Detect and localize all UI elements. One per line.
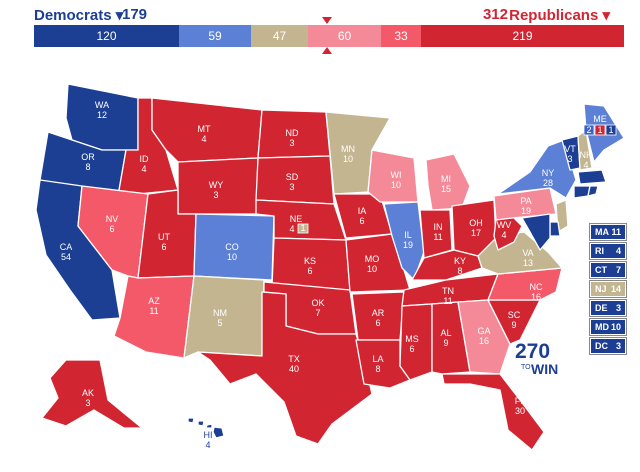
state-wi[interactable] (367, 149, 419, 203)
state-co[interactable] (193, 213, 275, 281)
me-district-d-box[interactable] (583, 124, 595, 136)
state-ri[interactable] (587, 185, 599, 197)
democrats-dropdown[interactable]: Democrats ▾ (34, 7, 124, 24)
state-mo[interactable] (345, 233, 411, 293)
box-md[interactable]: MD 10 (589, 318, 627, 336)
box-ma[interactable]: MA 11 (589, 223, 627, 241)
republicans-total: 312 (482, 6, 508, 23)
bar-segment-safe-r[interactable]: 219 (421, 25, 624, 47)
box-nj[interactable]: NJ 14 (589, 280, 627, 298)
label-hi: HI 4 (204, 430, 213, 450)
header: Democrats ▾ 179 312 Republicans ▾ 120 59… (0, 0, 640, 54)
state-sd[interactable] (255, 155, 335, 205)
state-nm[interactable] (183, 275, 265, 359)
state-ak[interactable] (41, 359, 143, 429)
state-ms[interactable] (399, 303, 433, 381)
bar-segment-lean-r[interactable]: 60 (308, 25, 381, 47)
box-ct[interactable]: CT 7 (589, 261, 627, 279)
bar-segment-lean-d[interactable]: 59 (179, 25, 251, 47)
democrats-total: 179 (122, 6, 148, 23)
state-fl[interactable] (441, 373, 545, 451)
270-marker-bottom-icon (322, 47, 332, 54)
state-wa[interactable] (65, 83, 139, 151)
270towin-logo: 270 TO WIN (515, 340, 559, 377)
box-dc[interactable]: DC 3 (589, 337, 627, 355)
me-district-d2-box[interactable] (605, 124, 617, 136)
state-in[interactable] (419, 209, 453, 259)
me-district-r-box[interactable] (594, 124, 606, 136)
box-ri[interactable]: RI 4 (589, 242, 627, 260)
state-ma[interactable] (577, 169, 607, 185)
state-nc[interactable] (487, 267, 563, 301)
ne-district-box[interactable] (297, 223, 309, 234)
state-nh[interactable] (577, 129, 593, 171)
state-mt[interactable] (151, 97, 263, 163)
us-electoral-map: WA 12 OR 8 CA 54 ID 4 NV 6 MT 4 WY 3 UT 6 AZ 11 C… (35, 83, 625, 451)
electoral-vote-bar: 120 59 47 60 33 219 (34, 25, 624, 47)
state-az[interactable] (113, 275, 195, 359)
bar-segment-safe-d[interactable]: 120 (34, 25, 179, 47)
republicans-dropdown[interactable]: Republicans ▾ (509, 7, 610, 24)
box-de[interactable]: DE 3 (589, 299, 627, 317)
state-ar[interactable] (351, 291, 405, 341)
state-md[interactable] (521, 213, 551, 251)
bar-segment-likely-r[interactable]: 33 (381, 25, 421, 47)
state-wy[interactable] (177, 157, 259, 215)
state-nd[interactable] (257, 109, 331, 159)
state-hi[interactable] (187, 417, 225, 439)
270-marker-top-icon (322, 17, 332, 24)
state-ks[interactable] (271, 237, 351, 291)
state-de[interactable] (549, 221, 561, 237)
state-mi[interactable] (425, 153, 471, 211)
state-tx[interactable] (197, 291, 373, 445)
bar-segment-tossup[interactable]: 47 (251, 25, 308, 47)
